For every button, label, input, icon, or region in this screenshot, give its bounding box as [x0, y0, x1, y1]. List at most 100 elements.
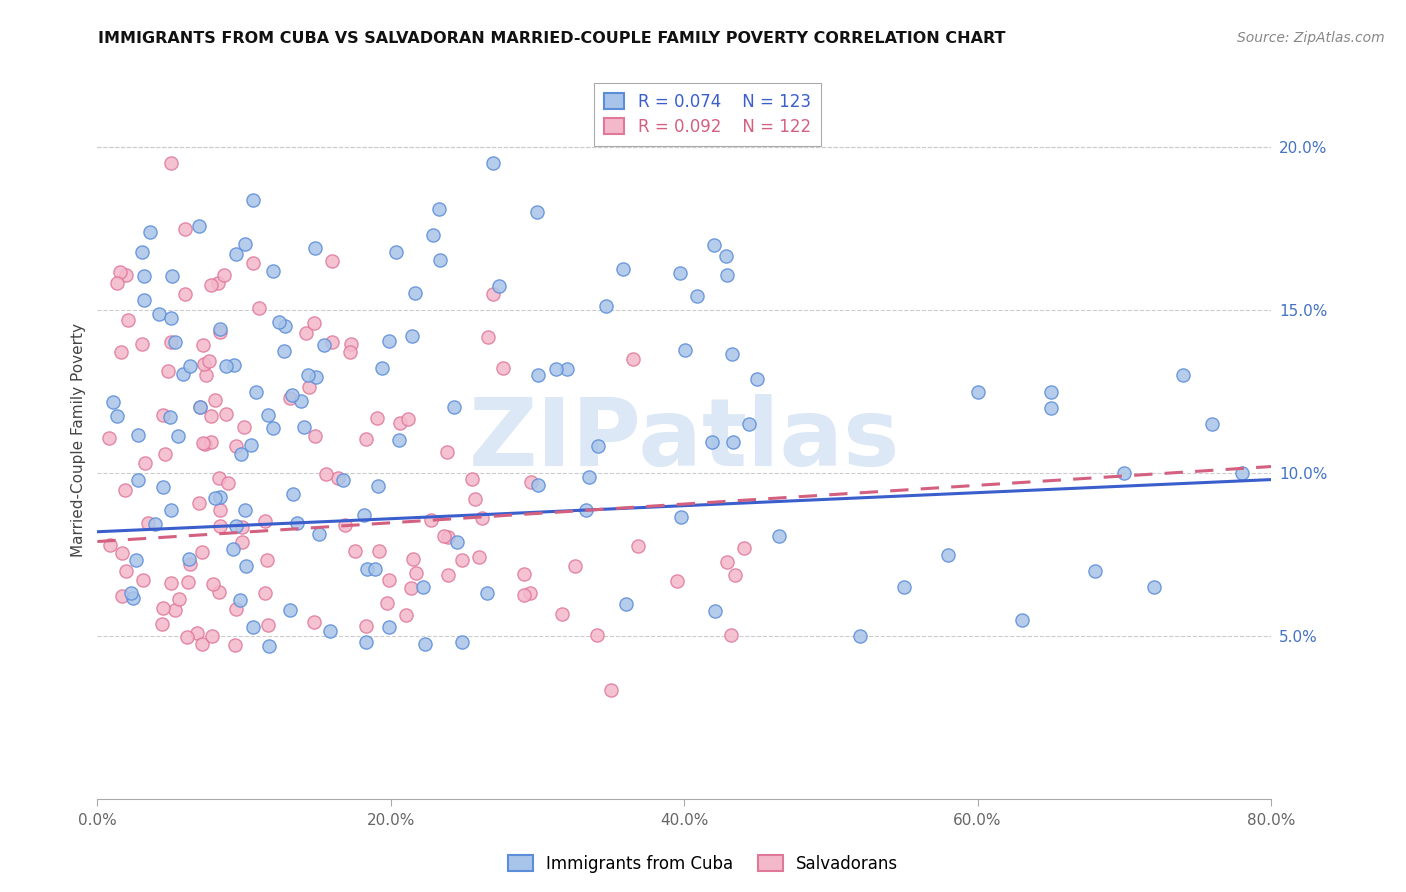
- Point: [160, 575, 183, 590]
- Point: [723, 435, 745, 450]
- Point: [225, 247, 247, 261]
- Point: [578, 469, 600, 483]
- Point: [194, 437, 217, 451]
- Point: [187, 219, 209, 234]
- Point: [385, 245, 408, 260]
- Point: [366, 411, 388, 425]
- Point: [132, 574, 155, 588]
- Point: [257, 640, 280, 654]
- Point: [208, 503, 231, 517]
- Point: [1084, 564, 1107, 578]
- Point: [292, 419, 315, 434]
- Point: [1171, 368, 1194, 383]
- Point: [152, 409, 174, 423]
- Point: [200, 434, 222, 449]
- Point: [367, 479, 389, 493]
- Point: [1039, 384, 1062, 399]
- Point: [166, 428, 188, 442]
- Text: Source: ZipAtlas.com: Source: ZipAtlas.com: [1237, 31, 1385, 45]
- Point: [188, 400, 211, 414]
- Point: [217, 475, 239, 490]
- Point: [451, 635, 474, 649]
- Point: [721, 347, 744, 361]
- Point: [214, 407, 236, 421]
- Point: [471, 510, 494, 524]
- Point: [665, 574, 688, 588]
- Point: [225, 439, 247, 453]
- Point: [239, 438, 262, 452]
- Point: [326, 471, 349, 485]
- Point: [733, 541, 755, 555]
- Point: [513, 567, 536, 582]
- Point: [302, 615, 325, 629]
- Point: [492, 360, 515, 375]
- Point: [191, 545, 214, 559]
- Point: [127, 473, 149, 487]
- Point: [108, 265, 131, 279]
- Point: [339, 344, 361, 359]
- Point: [179, 557, 201, 571]
- Point: [586, 439, 609, 453]
- Point: [402, 552, 425, 566]
- Point: [245, 384, 267, 399]
- Point: [318, 624, 340, 639]
- Point: [482, 156, 505, 170]
- Point: [242, 620, 264, 634]
- Point: [191, 637, 214, 651]
- Point: [339, 336, 361, 351]
- Point: [160, 310, 183, 325]
- Point: [354, 432, 377, 446]
- Point: [450, 553, 472, 567]
- Point: [768, 529, 790, 543]
- Point: [204, 491, 226, 505]
- Point: [370, 361, 392, 376]
- Point: [229, 592, 252, 607]
- Point: [105, 276, 128, 290]
- Point: [242, 255, 264, 269]
- Point: [202, 576, 225, 591]
- Point: [716, 555, 738, 569]
- Point: [700, 434, 723, 449]
- Point: [467, 549, 489, 564]
- Point: [278, 391, 301, 405]
- Text: IMMIGRANTS FROM CUBA VS SALVADORAN MARRIED-COUPLE FAMILY POVERTY CORRELATION CHA: IMMIGRANTS FROM CUBA VS SALVADORAN MARRI…: [98, 31, 1005, 46]
- Point: [165, 334, 187, 349]
- Point: [283, 487, 305, 501]
- Point: [209, 490, 232, 504]
- Point: [520, 475, 543, 489]
- Point: [257, 409, 280, 423]
- Point: [527, 368, 550, 382]
- Point: [354, 635, 377, 649]
- Point: [186, 626, 208, 640]
- Point: [159, 334, 181, 349]
- Point: [134, 457, 156, 471]
- Point: [148, 306, 170, 320]
- Point: [273, 343, 295, 358]
- Point: [401, 581, 423, 595]
- Point: [461, 472, 484, 486]
- Point: [200, 277, 222, 292]
- Point: [314, 338, 336, 352]
- Point: [267, 315, 290, 329]
- Point: [294, 326, 316, 340]
- Point: [225, 519, 247, 533]
- Point: [134, 293, 156, 308]
- Point: [388, 433, 411, 447]
- Point: [344, 544, 367, 558]
- Point: [208, 585, 231, 599]
- Point: [257, 618, 280, 632]
- Point: [235, 558, 257, 573]
- Point: [222, 542, 245, 557]
- Point: [152, 480, 174, 494]
- Point: [433, 529, 456, 543]
- Point: [145, 516, 167, 531]
- Point: [200, 409, 222, 423]
- Point: [107, 409, 129, 423]
- Point: [551, 607, 574, 621]
- Point: [160, 269, 183, 284]
- Point: [315, 467, 337, 482]
- Point: [278, 603, 301, 617]
- Point: [215, 359, 238, 374]
- Point: [305, 370, 328, 384]
- Point: [212, 268, 235, 282]
